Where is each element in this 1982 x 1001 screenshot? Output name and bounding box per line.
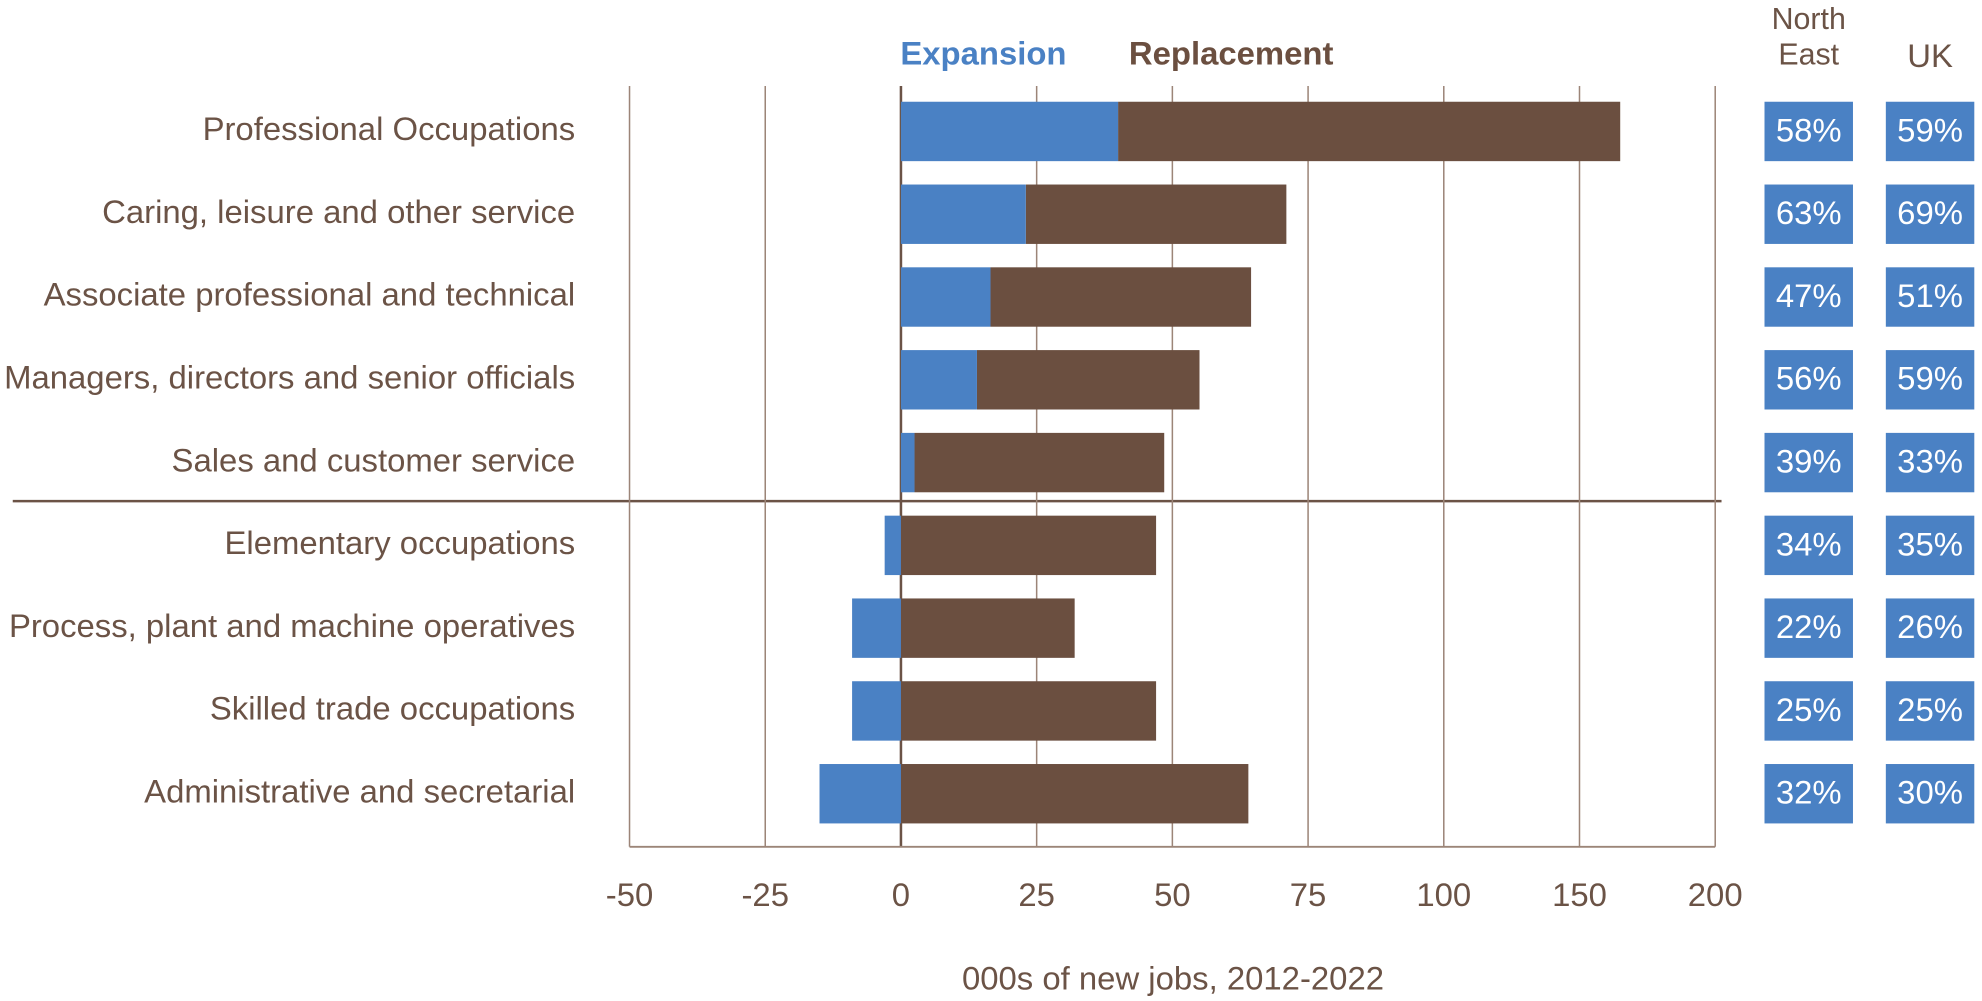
x-tick-label: 200 [1688,876,1743,913]
x-tick-label: -50 [606,876,654,913]
share-label: 32% [1776,774,1842,811]
bar-segment [900,598,1075,658]
bar-segment [819,764,901,824]
category-label: Elementary occupations [224,524,575,561]
bar-segment [884,515,901,576]
share-label: 33% [1897,443,1963,480]
bar-segment [990,267,1252,327]
share-label: 59% [1897,360,1963,397]
share-box [1764,764,1853,824]
share-box [1764,267,1853,327]
column-header: North East [1771,2,1846,73]
category-label: Process, plant and machine operatives [9,607,575,644]
share-label: 58% [1776,111,1842,148]
share-label: 69% [1897,194,1963,231]
x-tick-label: 50 [1154,876,1191,913]
share-box [1885,681,1975,741]
share-box [1885,267,1975,327]
bar-segment [900,184,1026,244]
bar-segment [900,432,915,493]
bar-segment [900,764,1249,824]
x-tick-label: -25 [741,876,789,913]
x-axis-title: 000s of new jobs, 2012-2022 [962,959,1384,996]
category-label: Managers, directors and senior officials [4,358,575,395]
share-box [1885,101,1975,162]
legend-label: Expansion [900,34,1066,71]
bar-segment [1118,101,1621,162]
category-label: Caring, leisure and other service [102,193,575,230]
category-label: Professional Occupations [203,110,576,147]
bar-segment [900,101,1119,162]
share-label: 59% [1897,111,1963,148]
bar-segment [1025,184,1287,244]
bar-segment [852,681,901,741]
share-box [1764,350,1853,410]
x-tick-label: 0 [892,876,910,913]
share-box [1885,764,1975,824]
bar-segment [976,350,1200,410]
share-label: 47% [1776,277,1842,314]
share-box [1764,598,1853,658]
share-label: 30% [1897,774,1963,811]
share-label: 26% [1897,608,1963,645]
share-box [1885,350,1975,410]
share-label: 34% [1776,525,1842,562]
share-label: 35% [1897,525,1963,562]
bar-segment [900,267,991,327]
share-box [1764,101,1853,162]
x-tick-label: 25 [1018,876,1055,913]
share-box [1764,681,1853,741]
share-box [1885,184,1975,244]
share-label: 63% [1776,194,1842,231]
share-box [1885,598,1975,658]
x-tick-label: 75 [1290,876,1327,913]
share-label: 51% [1897,277,1963,314]
column-header: UK [1907,37,1953,74]
column-header-wrap: North East [1771,2,1846,73]
category-label: Administrative and secretarial [144,772,575,809]
category-label: Associate professional and technical [44,276,576,313]
share-label: 56% [1776,360,1842,397]
x-tick-label: 150 [1552,876,1607,913]
share-box [1764,515,1853,576]
share-box [1764,432,1853,493]
bar-segment [900,515,1157,576]
legend-label: Replacement [1129,34,1334,71]
share-box [1885,515,1975,576]
category-label: Skilled trade occupations [210,690,575,727]
share-label: 22% [1776,608,1842,645]
x-tick-label: 100 [1416,876,1471,913]
category-label: Sales and customer service [172,441,576,478]
bar-segment [914,432,1165,493]
bar-segment [852,598,901,658]
share-label: 39% [1776,443,1842,480]
share-box [1885,432,1975,493]
share-label: 25% [1776,691,1842,728]
share-label: 25% [1897,691,1963,728]
share-box [1764,184,1853,244]
bar-segment [900,350,977,410]
bar-segment [900,681,1157,741]
